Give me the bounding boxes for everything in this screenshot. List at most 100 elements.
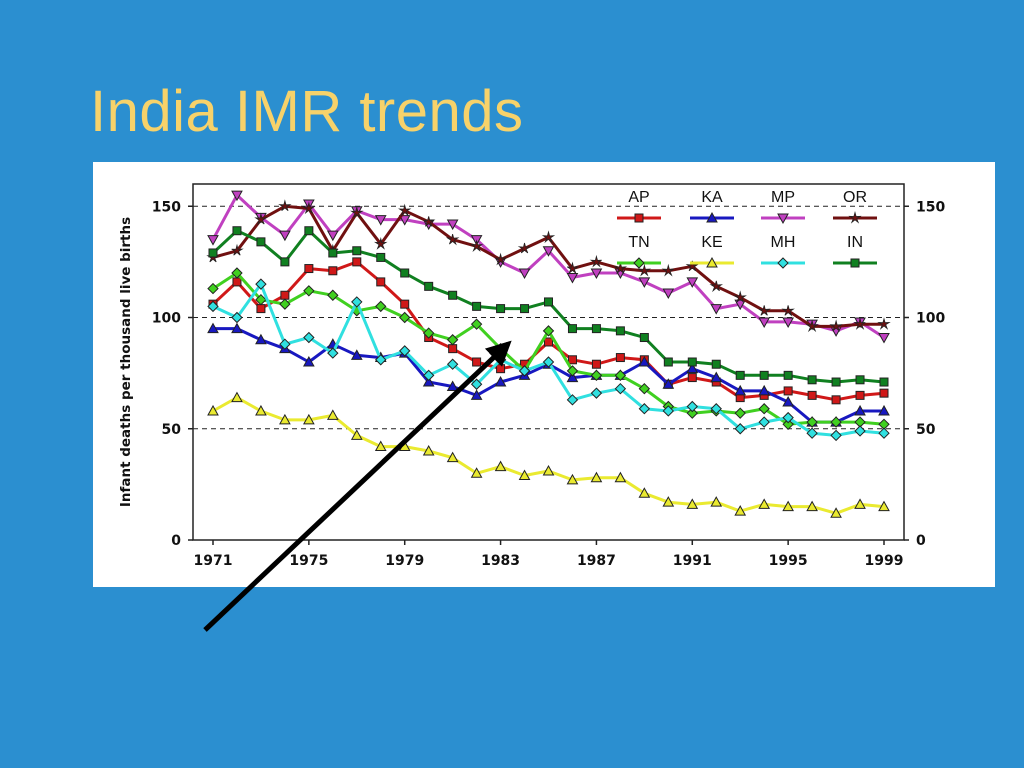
data-point-ap-1977 (352, 257, 362, 267)
data-point-ka-1975 (303, 355, 315, 367)
data-point-ka-1983 (494, 375, 507, 387)
data-point-in-1974 (280, 257, 290, 267)
data-point-or-1974 (278, 199, 292, 212)
data-point-ke-1989 (638, 487, 651, 498)
data-point-or-1972 (231, 243, 244, 256)
data-point-in-1991 (687, 357, 697, 367)
plot-frame (192, 183, 905, 541)
data-point-ka-1980 (422, 375, 435, 387)
legend-label-tn: TN (628, 234, 649, 251)
data-point-ke-1993 (734, 505, 747, 516)
legend-marker-ka (706, 211, 718, 223)
data-point-ke-1981 (446, 451, 459, 463)
y-tick-label-left-0: 0 (171, 533, 181, 549)
legend-label-ka: KA (701, 189, 723, 206)
data-point-ke-1978 (374, 440, 387, 452)
data-point-mp-1994 (758, 317, 771, 328)
data-point-tn-1985 (542, 325, 555, 337)
data-point-ke-1995 (782, 500, 794, 512)
data-point-in-1981 (448, 290, 458, 300)
legend-label-ap: AP (628, 189, 649, 206)
data-point-or-1980 (423, 216, 436, 227)
legend-marker-ap (634, 213, 644, 223)
data-point-ke-1987 (590, 471, 603, 483)
data-point-or-1991 (685, 260, 700, 272)
data-point-ap-1976 (328, 266, 338, 276)
data-point-ap-1997 (831, 395, 841, 405)
data-point-or-1996 (805, 319, 819, 333)
x-tick-label-1999: 1999 (865, 553, 904, 569)
data-point-ka-1991 (686, 362, 699, 374)
data-point-tn-1974 (279, 298, 291, 310)
data-point-or-1983 (495, 252, 508, 266)
x-tick-label-1979: 1979 (385, 553, 424, 569)
data-point-in-1978 (376, 252, 386, 262)
data-point-tn-1976 (327, 289, 339, 301)
y-tick-label-right-100: 100 (916, 311, 945, 327)
data-point-tn-1980 (422, 327, 435, 339)
data-point-in-1984 (520, 304, 530, 314)
data-point-in-1973 (256, 237, 266, 247)
y-tick-label-left-100: 100 (152, 311, 181, 327)
data-point-ap-1987 (591, 359, 601, 369)
data-point-mh-1991 (686, 400, 698, 413)
data-point-mh-1999 (878, 427, 890, 439)
data-point-ap-1998 (855, 390, 865, 400)
data-point-ka-1992 (710, 371, 723, 383)
data-point-tn-1973 (255, 293, 267, 306)
data-point-in-1997 (831, 377, 841, 387)
data-point-mh-1975 (303, 331, 315, 344)
data-point-ke-1982 (470, 467, 483, 478)
data-point-in-1987 (591, 324, 601, 334)
data-point-in-1982 (472, 301, 482, 311)
data-point-mh-1990 (662, 405, 675, 417)
data-point-in-1989 (639, 333, 649, 343)
data-point-or-1992 (709, 280, 724, 293)
data-point-ke-1991 (686, 498, 699, 509)
data-point-in-1988 (615, 326, 625, 336)
data-point-tn-1995 (782, 418, 794, 431)
data-point-mp-1993 (734, 299, 747, 311)
data-point-mh-1980 (422, 369, 435, 382)
data-point-mp-1989 (638, 277, 651, 288)
data-point-ke-1994 (758, 498, 771, 509)
data-point-mp-1992 (710, 304, 723, 315)
data-point-mh-1997 (830, 429, 842, 442)
data-point-mh-1976 (327, 347, 339, 359)
data-point-ke-1974 (279, 413, 291, 425)
data-point-mh-1972 (231, 311, 243, 324)
data-point-in-1985 (544, 297, 553, 307)
data-point-ke-1971 (207, 404, 219, 416)
data-point-or-1978 (373, 237, 388, 250)
data-point-tn-1987 (590, 369, 603, 382)
annotation-arrow (203, 340, 512, 632)
data-point-mp-1984 (518, 268, 531, 280)
data-point-mh-1984 (518, 365, 531, 377)
data-point-or-1981 (445, 233, 460, 246)
data-point-mh-1988 (614, 382, 627, 395)
chart-panel: 0 0 50 50 100 100 150 150 1971 1975 1979 1983 1987 19… (93, 162, 995, 587)
data-point-ka-1999 (878, 404, 890, 416)
data-point-in-1983 (496, 304, 506, 314)
data-point-or-1989 (637, 263, 652, 277)
data-point-or-1973 (254, 212, 268, 226)
data-point-ka-1981 (446, 380, 459, 391)
data-point-ke-1988 (614, 471, 627, 483)
legend-label-mh: MH (771, 234, 796, 251)
y-tick-label-left-50: 50 (162, 422, 182, 438)
data-point-ap-1996 (807, 390, 817, 400)
data-point-ke-1998 (854, 498, 866, 509)
data-point-mp-1972 (231, 190, 243, 202)
data-point-or-1979 (398, 203, 412, 217)
legend-marker-ke (706, 256, 718, 268)
y-tick-label-left-150: 150 (152, 199, 181, 215)
data-point-ap-1991 (687, 373, 697, 383)
data-point-in-1999 (879, 377, 889, 387)
data-point-mp-1987 (590, 268, 603, 280)
data-point-mh-1993 (734, 423, 746, 435)
data-point-mp-1991 (686, 277, 699, 288)
data-point-ka-1998 (854, 404, 866, 416)
y-tick-label-right-50: 50 (916, 422, 936, 438)
data-point-ke-1997 (830, 507, 842, 518)
